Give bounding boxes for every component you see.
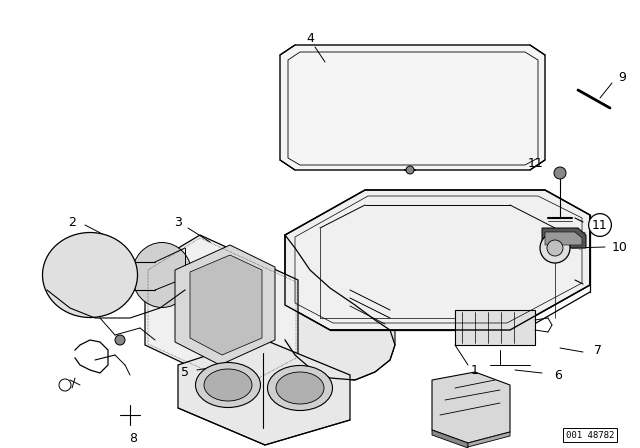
Text: 001 48782: 001 48782 (566, 431, 614, 439)
Text: 3: 3 (174, 215, 182, 228)
Polygon shape (545, 232, 582, 245)
Polygon shape (145, 235, 298, 390)
Ellipse shape (132, 242, 192, 307)
Polygon shape (285, 190, 590, 330)
Text: 7: 7 (594, 344, 602, 357)
Text: 11: 11 (528, 156, 544, 169)
Ellipse shape (42, 233, 138, 318)
Polygon shape (280, 45, 545, 170)
Text: 2: 2 (68, 215, 76, 228)
Ellipse shape (268, 366, 333, 410)
Text: 10: 10 (612, 241, 628, 254)
Ellipse shape (195, 362, 260, 408)
Polygon shape (432, 372, 510, 443)
Text: 4: 4 (306, 31, 314, 44)
Circle shape (115, 335, 125, 345)
Circle shape (540, 233, 570, 263)
Polygon shape (190, 255, 262, 355)
Text: 11: 11 (592, 219, 608, 232)
Text: 5: 5 (181, 366, 189, 379)
Circle shape (554, 167, 566, 179)
Text: 1: 1 (471, 363, 479, 376)
Polygon shape (542, 228, 586, 248)
Polygon shape (178, 338, 350, 445)
Circle shape (547, 240, 563, 256)
Polygon shape (455, 310, 535, 345)
Text: 9: 9 (618, 70, 626, 83)
Ellipse shape (204, 369, 252, 401)
Polygon shape (432, 430, 468, 448)
Polygon shape (285, 305, 395, 380)
Text: 8: 8 (129, 431, 137, 444)
Ellipse shape (276, 372, 324, 404)
Circle shape (406, 166, 414, 174)
Polygon shape (175, 245, 275, 365)
Polygon shape (468, 432, 510, 447)
Text: 6: 6 (554, 369, 562, 382)
